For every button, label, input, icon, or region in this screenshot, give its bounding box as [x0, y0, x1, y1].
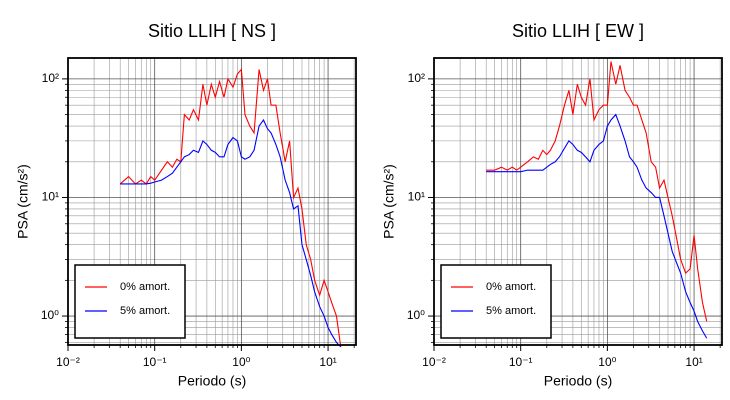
- legend-box: [74, 264, 186, 339]
- x-tick-label: 10¹: [685, 355, 702, 369]
- x-axis-label: Periodo (s): [178, 373, 246, 389]
- chart-title: Sitio LLIH [ NS ]: [148, 21, 276, 41]
- y-tick-label: 10²: [42, 71, 59, 85]
- y-tick-label: 10¹: [408, 190, 425, 204]
- x-tick-label: 10⁰: [232, 355, 250, 369]
- data-line: [486, 113, 708, 339]
- data-line: [120, 118, 342, 348]
- data-line: [119, 68, 342, 347]
- y-axis-label: PSA (cm/s²): [15, 164, 31, 239]
- legend-label: 5% amort.: [120, 305, 170, 317]
- x-tick-label: 10⁻¹: [143, 355, 167, 369]
- y-tick-label: 10⁰: [41, 308, 59, 322]
- x-tick-label: 10⁻¹: [509, 355, 533, 369]
- plot-frame: [433, 57, 723, 346]
- legend-label: 0% amort.: [120, 281, 170, 293]
- chart-title: Sitio LLIH [ EW ]: [512, 21, 644, 41]
- legend-label: 5% amort.: [486, 305, 536, 317]
- x-tick-label: 10¹: [319, 355, 336, 369]
- plot-frame: [67, 57, 357, 346]
- y-tick-label: 10²: [408, 71, 425, 85]
- x-tick-label: 10⁻²: [56, 355, 80, 369]
- data-line: [486, 61, 708, 322]
- y-tick-label: 10¹: [42, 190, 59, 204]
- x-tick-label: 10⁻²: [422, 355, 446, 369]
- y-tick-label: 10⁰: [407, 308, 425, 322]
- chart-panel: Sitio LLIH [ NS ] Periodo (s) PSA (cm/s²) 1…: [15, 21, 357, 389]
- legend-box: [440, 264, 552, 339]
- chart-panel: Sitio LLIH [ EW ] Periodo (s) PSA (cm/s²) 1…: [381, 21, 723, 389]
- legend-label: 0% amort.: [486, 281, 536, 293]
- x-axis-label: Periodo (s): [544, 373, 612, 389]
- x-tick-label: 10⁰: [598, 355, 616, 369]
- y-axis-label: PSA (cm/s²): [381, 164, 397, 239]
